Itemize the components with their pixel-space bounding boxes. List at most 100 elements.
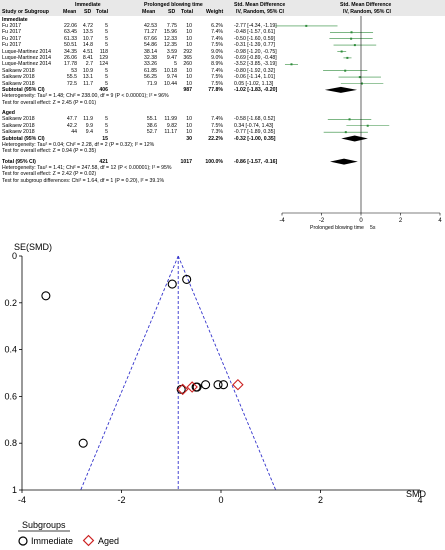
immediate-point xyxy=(218,380,229,390)
funnel-right-ci-line xyxy=(177,255,277,491)
study-point-marker xyxy=(290,63,293,66)
cell-total2: 10 xyxy=(186,42,192,49)
immediate-point xyxy=(213,380,223,390)
cell-total1: 5 xyxy=(105,67,108,74)
cell-weight: 7.4% xyxy=(211,35,223,42)
forest-header-band xyxy=(0,0,445,16)
funnel-y-tick-label: 0.8 xyxy=(4,438,17,448)
cell-weight: 7.4% xyxy=(211,67,223,74)
funnel-plot: 0 0.2 0.4 0.6 0.8 1-4 -2 0 2 4 SE(SMD) SMD Subgro… xyxy=(4,242,427,547)
cell-ci: 0.05 [-1.02, 1.13] xyxy=(234,80,274,87)
funnel-y-tick-label: 0.6 xyxy=(4,391,17,401)
cell-mean1: 50.51 xyxy=(64,42,77,49)
cell-total2: 10 xyxy=(186,116,192,123)
study-name: Luque-Martinez 2014 xyxy=(2,48,52,55)
cell-total1: 5 xyxy=(105,42,108,49)
subtotal-diamond xyxy=(324,86,358,93)
cell-ci: -0.80 [-1.92, 0.32] xyxy=(234,67,275,74)
cell-sd1: 11.9 xyxy=(83,116,93,123)
funnel-x-tick-label: 2 xyxy=(318,495,323,505)
cell-total1: 124 xyxy=(99,61,108,68)
aged-point xyxy=(232,378,244,391)
cell-mean1: 26.06 xyxy=(64,54,77,61)
immediate-point xyxy=(41,291,51,301)
forest-tick-label: -4 xyxy=(279,218,285,224)
cell-mean1: 47.7 xyxy=(66,116,77,123)
cell-ci: -3.52 [-3.85, -3.19] xyxy=(234,61,277,68)
cell-mean2: 55.1 xyxy=(146,116,157,123)
subtotal-label: Subtotal (95% CI) xyxy=(2,135,45,142)
cell-total1: 5 xyxy=(105,74,108,81)
cell-ci: -0.77 [-1.89, 0.35] xyxy=(234,129,275,136)
col-sd1-header: SD xyxy=(84,9,92,15)
subtotal-ci: -1.02 [-1.83, -0.20] xyxy=(234,86,278,93)
forest-axis-note: 5s xyxy=(370,225,376,231)
funnel-x-label: SMD xyxy=(406,489,427,499)
forest-tick-label: 2 xyxy=(399,218,403,224)
cell-sd2: 9.74 xyxy=(166,74,177,81)
cell-sd2: 12.35 xyxy=(164,42,177,49)
study-name: Fu 2017 xyxy=(2,22,22,29)
total-n2: 1017 xyxy=(180,158,192,165)
footer-line-0: Heterogeneity: Tau² = 1.41; Chi² = 247.5… xyxy=(2,164,172,171)
col-group2-header: Prolonged blowing time xyxy=(144,2,203,8)
cell-mean1: 44 xyxy=(71,129,77,136)
cell-sd2: 9.47 xyxy=(166,54,177,61)
cell-sd1: 13.5 xyxy=(82,29,93,36)
cell-mean1: 53 xyxy=(71,67,77,74)
study-name: Saikaew 2018 xyxy=(2,67,35,74)
immediate-point xyxy=(182,274,192,284)
footer-line-2: Test for subgroup differences: Chi² = 1.… xyxy=(2,177,165,184)
subtotal-weight: 22.2% xyxy=(208,135,223,142)
study-name: Fu 2017 xyxy=(2,42,22,49)
col-smd-header: Std. Mean Difference xyxy=(234,2,286,8)
col-sd2-header: SD xyxy=(168,9,176,15)
study-name: Saikaew 2018 xyxy=(2,74,35,81)
cell-weight: 9.0% xyxy=(211,48,223,55)
cell-ci: -0.69 [-0.89, -0.48] xyxy=(234,54,277,61)
legend-immediate-label: Immediate xyxy=(31,536,73,546)
cell-weight: 7.4% xyxy=(211,29,223,36)
forest-plot-area: -4 -2 0 2 4 xyxy=(275,16,442,224)
cell-mean2: 71.9 xyxy=(146,80,157,87)
cell-sd2: 12.33 xyxy=(164,35,177,42)
subtotal-total1: 15 xyxy=(102,135,108,142)
cell-mean2: 67.66 xyxy=(144,35,157,42)
cell-total2: 260 xyxy=(183,61,192,68)
cell-mean2: 42.53 xyxy=(144,22,157,29)
cell-ci: -0.50 [-1.60, 0.59] xyxy=(234,35,275,42)
cell-total1: 129 xyxy=(99,54,108,61)
study-name: Saikaew 2018 xyxy=(2,116,35,123)
col-total1-header: Total xyxy=(96,9,109,15)
subtotal-weight: 77.8% xyxy=(208,86,223,93)
immediate-point xyxy=(78,438,88,448)
cell-sd2: 11.17 xyxy=(164,129,177,136)
cell-sd2: 5 xyxy=(174,61,177,68)
forest-tick-label: -2 xyxy=(319,218,325,224)
cell-mean1: 42.2 xyxy=(66,122,77,129)
cell-weight: 7.3% xyxy=(211,129,223,136)
cell-mean2: 32.38 xyxy=(144,54,157,61)
study-point-marker xyxy=(350,37,353,40)
funnel-y-label: SE(SMD) xyxy=(14,242,52,252)
cell-sd2: 10.44 xyxy=(164,80,177,87)
cell-total1: 5 xyxy=(105,80,108,87)
study-point-marker xyxy=(340,50,343,53)
immediate-point xyxy=(167,279,177,289)
cell-mean1: 72.5 xyxy=(66,80,77,87)
cell-sd1: 9.9 xyxy=(85,122,93,129)
cell-sd2: 3.59 xyxy=(166,48,177,55)
cell-total2: 365 xyxy=(183,54,192,61)
cell-mean1: 63.45 xyxy=(64,29,77,36)
study-name: Fu 2017 xyxy=(2,29,22,36)
subtotal-total2: 987 xyxy=(183,86,192,93)
cell-mean2: 33.26 xyxy=(144,61,157,68)
funnel-y-tick-label: 0.4 xyxy=(4,345,17,355)
cell-sd1: 13.1 xyxy=(82,74,93,81)
study-point-marker xyxy=(348,118,351,121)
plot-subheader: IV, Random, 95% CI xyxy=(343,9,391,15)
cell-sd1: 10.7 xyxy=(82,35,93,42)
col-study-header: Study or Subgroup xyxy=(2,9,49,15)
cell-total2: 10 xyxy=(186,122,192,129)
cell-sd1: 2.7 xyxy=(85,61,93,68)
